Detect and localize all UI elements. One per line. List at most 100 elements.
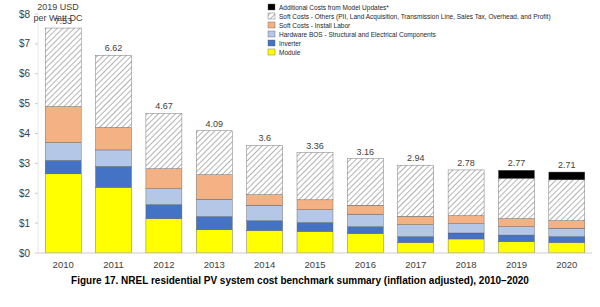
bar-segment xyxy=(96,150,132,166)
bar-segment xyxy=(297,152,333,153)
bar-segment xyxy=(196,199,232,216)
y-tick-label: $5 xyxy=(19,98,31,109)
bar-segment xyxy=(247,221,283,231)
legend-label: Inverter xyxy=(279,40,302,47)
y-tick xyxy=(35,103,38,104)
bar-segment xyxy=(398,243,434,253)
bar-segment xyxy=(448,233,484,239)
bar-segment xyxy=(196,175,232,199)
total-label: 2.78 xyxy=(457,158,475,168)
bar-segment xyxy=(498,235,534,242)
bar-segment xyxy=(549,228,585,236)
bar-segment xyxy=(398,165,434,166)
y-tick-label: $3 xyxy=(19,158,31,169)
bar-segment xyxy=(448,170,484,216)
y-axis-title: 2019 USDper Watt DC xyxy=(33,2,83,23)
legend-swatch xyxy=(268,31,275,37)
x-tick-label: 2016 xyxy=(355,259,376,270)
legend-label: Module xyxy=(279,49,301,56)
x-tick-label: 2011 xyxy=(103,259,123,270)
bar-segment xyxy=(247,145,283,146)
y-tick-label: $4 xyxy=(19,128,31,139)
y-axis: $0 $1 $2 $3 $4 $5 $6 $7 $8 xyxy=(19,9,38,259)
y-tick-label: $1 xyxy=(19,218,31,229)
total-label: 2.71 xyxy=(558,160,576,170)
total-label: 2.77 xyxy=(508,158,526,168)
legend-swatch xyxy=(268,22,275,28)
total-label: 4.67 xyxy=(155,101,173,111)
x-tick-label: 2018 xyxy=(456,259,477,270)
legend-swatch xyxy=(268,4,275,10)
bar-segment xyxy=(347,234,383,253)
y-tick xyxy=(35,133,38,134)
bar-segment xyxy=(498,178,534,218)
total-label: 4.09 xyxy=(206,119,224,129)
bar-segment xyxy=(45,160,81,173)
bar-segment xyxy=(247,195,283,205)
bar-segment xyxy=(347,227,383,234)
total-label: 3.36 xyxy=(306,141,324,151)
x-tick-label: 2020 xyxy=(556,259,577,270)
bar-segment xyxy=(297,153,333,200)
bar-segment xyxy=(45,174,81,253)
y-tick-label: $8 xyxy=(19,9,31,20)
bar-segment xyxy=(448,216,484,224)
y-tick-label: $7 xyxy=(19,38,31,49)
bar-segment xyxy=(549,243,585,253)
bar-segment xyxy=(96,166,132,187)
bar-segment xyxy=(297,231,333,253)
bar-segment xyxy=(96,55,132,56)
bar-segment xyxy=(297,223,333,232)
bar-segment xyxy=(398,237,434,243)
bar-segment xyxy=(96,55,132,127)
total-label: 3.16 xyxy=(357,147,375,157)
bar-segment xyxy=(498,242,534,253)
y-tick xyxy=(35,223,38,224)
bar-segment xyxy=(448,224,484,233)
bar-segment xyxy=(146,219,182,253)
bar-segment xyxy=(347,158,383,159)
x-tick-label: 2013 xyxy=(204,259,225,270)
bar-segment xyxy=(196,230,232,253)
bar-segment xyxy=(146,189,182,205)
x-tick-label: 2015 xyxy=(304,259,325,270)
bar-segment xyxy=(448,239,484,253)
bar-segment xyxy=(146,169,182,189)
y-tick-label: $6 xyxy=(19,68,31,79)
bar-segment xyxy=(196,131,232,175)
x-tick-label: 2017 xyxy=(405,259,426,270)
y-tick-label: $2 xyxy=(19,188,31,199)
y-tick xyxy=(35,73,38,74)
bar-segment xyxy=(498,219,534,227)
bars xyxy=(45,28,585,253)
bar-segment xyxy=(45,107,81,143)
y-tick xyxy=(35,193,38,194)
legend-label: Additional Costs from Model Updates* xyxy=(279,4,389,12)
y-axis-line xyxy=(38,14,39,253)
bar-segment xyxy=(45,142,81,160)
y-tick-label: $0 xyxy=(19,248,31,259)
bar-segment xyxy=(247,205,283,221)
bar-segment xyxy=(398,165,434,216)
bar-segment xyxy=(398,225,434,237)
bar-segment xyxy=(549,221,585,228)
bar-segment xyxy=(247,231,283,253)
x-axis-line xyxy=(38,253,592,254)
legend: Additional Costs from Model Updates*Soft… xyxy=(268,4,551,56)
total-label: 3.6 xyxy=(258,133,271,143)
legend-swatch xyxy=(268,49,275,55)
legend-label: Soft Costs - Install Labor xyxy=(279,22,351,29)
legend-label: Soft Costs - Others (PII, Land Acquisiti… xyxy=(279,13,551,21)
bar-segment xyxy=(549,237,585,243)
y-tick xyxy=(35,163,38,164)
y-tick xyxy=(35,43,38,44)
bar-segment xyxy=(549,172,585,180)
bar-segment xyxy=(45,28,81,29)
bar-segment xyxy=(297,210,333,223)
bar-segment xyxy=(347,205,383,214)
bar-segment xyxy=(347,159,383,206)
bar-segment xyxy=(146,205,182,219)
y-tick xyxy=(35,253,38,254)
x-tick-label: 2014 xyxy=(254,259,275,270)
bar-segment xyxy=(45,28,81,107)
